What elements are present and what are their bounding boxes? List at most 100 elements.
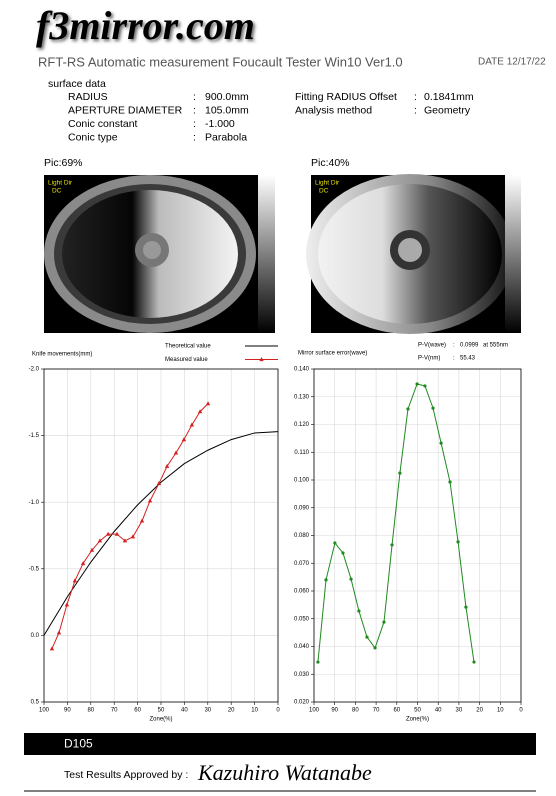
series-line (43, 431, 279, 636)
logo: f3mirror.com (36, 3, 255, 48)
legend-label: Measured value (165, 357, 208, 363)
x-tick-label: 100 (309, 708, 320, 714)
y-tick-label: -2.0 (29, 367, 40, 373)
annotation-value: 55.43 (460, 356, 476, 362)
surface-data: RADIUS : 900.0mm APERTURE DIAMETER : 105… (68, 91, 474, 144)
x-tick-label: 40 (435, 708, 442, 714)
series-line (317, 383, 475, 663)
separator: : (193, 104, 196, 116)
report-title: RFT-RS Automatic measurement Foucault Te… (38, 54, 403, 69)
data-point (156, 481, 162, 486)
field-label: Analysis method (295, 104, 372, 116)
foucaultgram (306, 174, 521, 334)
x-tick-label: 0 (519, 708, 523, 714)
image-label: Pic:40% (311, 157, 350, 169)
y-tick-label: 0.060 (294, 589, 310, 595)
data-point (173, 450, 179, 455)
data-point (406, 407, 410, 411)
legend-label: Theoretical value (165, 344, 211, 350)
y-axis-label: Mirror surface error(wave) (298, 351, 367, 357)
y-tick-label: 0.110 (294, 450, 309, 456)
x-tick-label: 60 (393, 708, 400, 714)
separator: : (193, 91, 196, 103)
field-value: Parabola (205, 131, 247, 143)
data-point (324, 578, 328, 582)
field-value: 105.0mm (205, 104, 249, 116)
plot-frame (43, 368, 279, 703)
data-point (341, 551, 345, 555)
data-point (472, 660, 476, 664)
data-point (448, 480, 452, 484)
data-point (365, 635, 369, 639)
field-label: APERTURE DIAMETER (68, 104, 183, 116)
x-tick-label: 70 (111, 708, 118, 714)
data-point (105, 531, 111, 536)
annotation-separator: : (453, 343, 455, 349)
light-code: DC (52, 188, 62, 195)
data-point (357, 609, 361, 613)
report-date: DATE 12/17/22 (478, 57, 546, 68)
x-tick-label: 0 (276, 708, 280, 714)
series-line (51, 403, 209, 649)
data-point (398, 471, 402, 475)
data-point (431, 406, 435, 410)
data-point (373, 646, 377, 650)
annotation-label: P-V(wave) (418, 343, 446, 349)
y-tick-label: 0.5 (31, 700, 40, 706)
x-axis-label: Zone(%) (149, 717, 172, 723)
x-tick-label: 50 (158, 708, 165, 714)
field-label: RADIUS (68, 91, 108, 103)
data-point (197, 409, 203, 414)
x-tick-label: 10 (251, 708, 258, 714)
y-tick-label: 0.030 (294, 672, 310, 678)
y-tick-label: 0.100 (294, 478, 310, 484)
y-tick-label: 0.140 (294, 367, 310, 373)
y-tick-label: -1.0 (29, 500, 40, 506)
data-point (333, 541, 337, 545)
x-tick-label: 80 (87, 708, 94, 714)
data-point (130, 534, 136, 539)
y-tick-label: -0.5 (29, 566, 40, 572)
charts: 100 90 80 70 60 50 40 30 20 10 00.50.0-0.5-1.0-1.5… (29, 343, 524, 723)
light-direction: Light Dir (48, 180, 73, 187)
x-tick-label: 80 (352, 708, 359, 714)
x-tick-label: 30 (204, 708, 211, 714)
data-point (139, 518, 145, 523)
data-point (147, 498, 153, 503)
legend-marker (259, 357, 264, 362)
separator: : (193, 131, 196, 143)
field-value: 0.1841mm (424, 91, 474, 103)
data-point (390, 543, 394, 547)
x-axis-label: Zone(%) (406, 717, 429, 723)
plot-frame (313, 368, 522, 703)
y-tick-label: 0.070 (294, 561, 310, 567)
field-value: Geometry (424, 104, 471, 116)
y-tick-label: 0.080 (294, 533, 310, 539)
y-tick-label: 0.130 (294, 394, 310, 400)
data-point (72, 578, 78, 583)
y-tick-label: -1.5 (29, 433, 40, 439)
light-direction: Light Dir (315, 180, 340, 187)
x-tick-label: 10 (497, 708, 504, 714)
y-axis-label: Knife movements(mm) (32, 352, 92, 358)
separator: : (414, 104, 417, 116)
approval-label: Test Results Approved by : (64, 769, 188, 781)
section-heading: surface data (48, 78, 106, 90)
x-tick-label: 20 (476, 708, 483, 714)
image-label: Pic:69% (44, 157, 83, 169)
footer-bar (24, 733, 536, 755)
data-point (349, 577, 353, 581)
data-point (164, 463, 170, 468)
y-tick-label: 0.0 (31, 633, 40, 639)
x-tick-label: 20 (228, 708, 235, 714)
x-tick-label: 40 (181, 708, 188, 714)
data-point (64, 602, 70, 607)
field-value: -1.000 (205, 118, 235, 130)
data-point (89, 547, 95, 552)
x-tick-label: 90 (331, 708, 338, 714)
data-point (205, 401, 211, 406)
annotation-note: at 555nm (483, 343, 508, 349)
field-label: Conic constant (68, 118, 138, 130)
y-tick-label: 0.050 (294, 616, 310, 622)
